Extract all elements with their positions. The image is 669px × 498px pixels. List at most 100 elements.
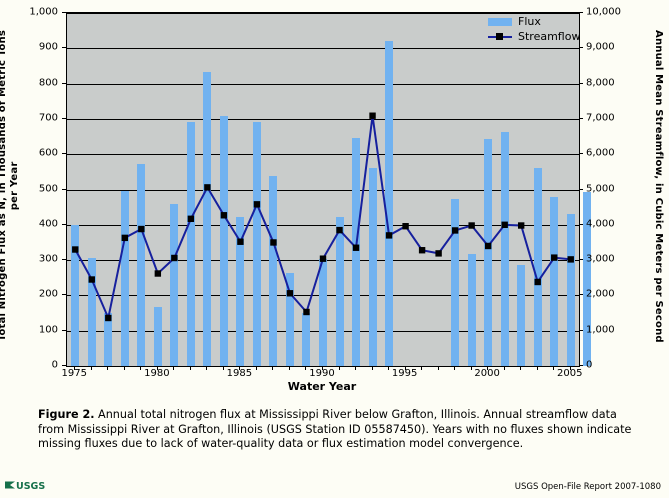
y-tick-left-500: 500 xyxy=(38,183,58,194)
bar-flux-1998 xyxy=(451,199,460,366)
streamflow-marker-1997 xyxy=(435,250,442,257)
x-tick-mark-1979 xyxy=(140,366,142,370)
streamflow-marker-1984 xyxy=(220,212,228,219)
gridline xyxy=(67,13,579,14)
legend-swatch-flux-icon xyxy=(488,17,512,26)
streamflow-marker-1986 xyxy=(253,201,261,208)
line-series-streamflow xyxy=(72,112,574,322)
svg-text:USGS: USGS xyxy=(16,481,45,492)
streamflow-marker-1981 xyxy=(171,254,178,262)
streamflow-marker-1990 xyxy=(319,255,327,262)
streamflow-marker-2005 xyxy=(567,256,574,263)
x-tick-mark-1986 xyxy=(255,366,257,370)
legend-label-streamflow: Streamflow xyxy=(518,30,581,43)
bar-flux-1999 xyxy=(467,253,476,366)
y-tick-mark-left xyxy=(62,82,66,84)
x-tick-mark-1997 xyxy=(437,366,439,370)
footer-report-label: USGS Open-File Report 2007-1080 xyxy=(514,482,661,492)
x-tick-mark-1995 xyxy=(404,366,406,370)
y-tick-right-8,000: 8,000 xyxy=(586,77,615,89)
x-tick-label-1975: 1975 xyxy=(61,368,87,379)
streamflow-marker-1989 xyxy=(303,308,310,316)
bar-flux-1976 xyxy=(87,258,96,366)
bar-flux-1985 xyxy=(236,216,245,366)
x-tick-label-2005: 2005 xyxy=(557,368,583,379)
bar-flux-1981 xyxy=(170,204,179,366)
y-tick-right-9,000: 9,000 xyxy=(586,41,615,53)
y-tick-mark-left xyxy=(62,117,66,119)
y-tick-mark-left xyxy=(62,294,66,296)
y-tick-mark-left xyxy=(62,153,66,155)
y-tick-right-1,000: 1,000 xyxy=(586,324,615,336)
x-tick-label-1985: 1985 xyxy=(226,368,253,379)
chart-legend: Flux Streamflow xyxy=(488,14,580,44)
gridline xyxy=(67,118,579,120)
x-tick-mark-1993 xyxy=(371,366,373,370)
x-tick-mark-2003 xyxy=(536,366,538,370)
x-tick-mark-1988 xyxy=(288,366,290,370)
y-tick-left-800: 800 xyxy=(38,77,58,89)
y-tick-mark-right xyxy=(579,47,583,49)
figure-chart: Total Nitrogen Flux as N, in Thousands o… xyxy=(0,0,669,394)
x-tick-mark-1992 xyxy=(355,366,357,370)
y-tick-mark-left xyxy=(62,329,66,331)
streamflow-marker-1988 xyxy=(286,290,294,297)
y-tick-right-5,000: 5,000 xyxy=(586,183,615,194)
legend-item-streamflow: Streamflow xyxy=(488,29,580,44)
y-tick-right-2,000: 2,000 xyxy=(586,288,615,300)
y-axis-title-right: Annual Mean Streamflow, in Cubic Meters … xyxy=(647,0,669,372)
y-tick-mark-right xyxy=(579,188,583,190)
streamflow-marker-1999 xyxy=(468,222,475,229)
x-axis-title: Water Year xyxy=(287,380,357,393)
legend-swatch-streamflow-icon xyxy=(488,32,512,42)
streamflow-marker-1977 xyxy=(105,314,112,322)
gridline xyxy=(67,83,579,85)
streamflow-marker-1979 xyxy=(138,225,145,233)
streamflow-marker-2001 xyxy=(501,221,508,228)
streamflow-marker-2000 xyxy=(484,242,492,250)
bar-flux-1980 xyxy=(153,306,162,366)
y-tick-right-10,000: 10,000 xyxy=(586,6,621,18)
streamflow-marker-1978 xyxy=(121,234,129,242)
bar-flux-undefined xyxy=(583,192,592,366)
streamflow-marker-2002 xyxy=(517,222,525,229)
y-tick-left-300: 300 xyxy=(38,253,58,265)
bar-flux-1992 xyxy=(352,138,361,366)
bar-flux-1986 xyxy=(252,122,261,366)
x-tick-mark-2000 xyxy=(487,366,489,370)
y-tick-left-100: 100 xyxy=(38,324,58,336)
streamflow-marker-1994 xyxy=(385,232,393,239)
streamflow-marker-1976 xyxy=(88,276,95,283)
y-tick-left-0: 0 xyxy=(51,359,58,371)
y-axis-ticklabels-right: 0 1,000 2,000 3,000 4,000 5,000 6,000 7,000 8,00… xyxy=(583,0,635,377)
x-tick-mark-1994 xyxy=(388,366,390,370)
x-tick-mark-1982 xyxy=(189,366,191,370)
x-tick-mark-1977 xyxy=(107,366,109,370)
x-tick-mark-1987 xyxy=(272,366,274,370)
streamflow-marker-1998 xyxy=(451,227,459,234)
x-tick-mark-1998 xyxy=(454,366,456,370)
x-axis-ticklabels: 1975 1980 1985 1990 1995 2000 2005 xyxy=(0,368,669,384)
bar-flux-1988 xyxy=(285,273,294,366)
y-axis-title-left: Total Nitrogen Flux as N, in Thousands o… xyxy=(0,0,20,372)
x-tick-mark-2004 xyxy=(553,366,555,370)
streamflow-marker-1985 xyxy=(237,238,244,245)
figure-caption-text: Annual total nitrogen flux at Mississipp… xyxy=(38,408,632,451)
streamflow-marker-1993 xyxy=(369,112,376,119)
streamflow-marker-2004 xyxy=(551,254,558,261)
x-tick-label-2000: 2000 xyxy=(474,368,500,379)
x-tick-mark-1985 xyxy=(239,366,241,370)
y-tick-mark-right xyxy=(579,223,583,225)
bar-flux-2005 xyxy=(566,213,575,366)
streamflow-marker-1996 xyxy=(418,247,426,254)
bar-flux-2001 xyxy=(500,132,509,366)
x-tick-mark-1980 xyxy=(156,366,158,370)
streamflow-marker-2003 xyxy=(534,278,541,286)
x-tick-mark-1981 xyxy=(173,366,175,370)
x-tick-mark-1991 xyxy=(338,366,340,370)
x-tick-mark-2005 xyxy=(569,366,571,370)
bar-flux-1990 xyxy=(319,259,327,366)
figure-caption: Figure 2. Annual total nitrogen flux at … xyxy=(38,408,638,452)
y-tick-right-0: 0 xyxy=(586,359,593,371)
bar-flux-1983 xyxy=(203,71,212,366)
